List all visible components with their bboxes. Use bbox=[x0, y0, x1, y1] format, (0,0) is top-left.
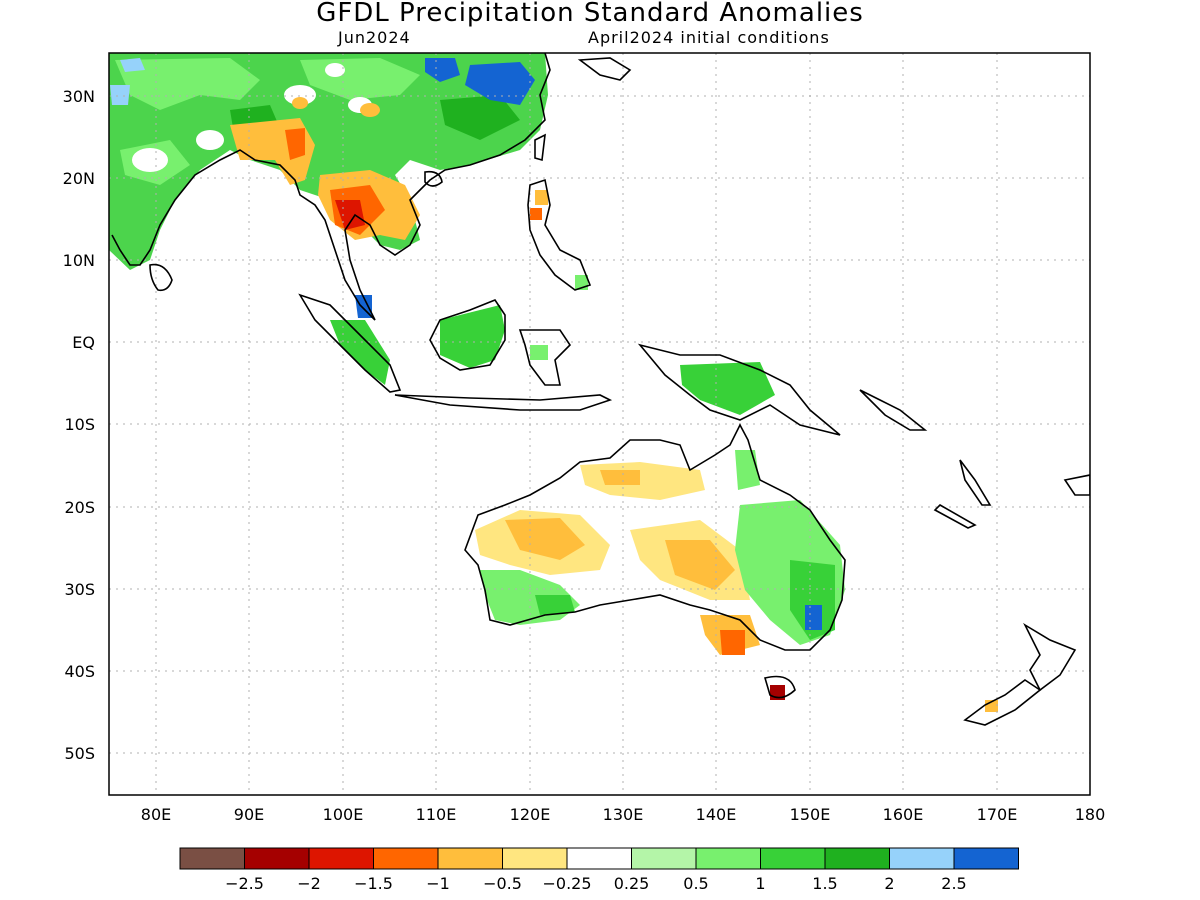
colorbar-label: 2.5 bbox=[941, 874, 966, 893]
colorbar-swatch bbox=[179, 847, 245, 870]
colorbar-swatch bbox=[502, 847, 568, 870]
coast-asia bbox=[111, 53, 551, 321]
field-south-asia bbox=[109, 53, 548, 270]
lat-label: 10S bbox=[64, 415, 95, 434]
graticule bbox=[109, 53, 1090, 795]
colorbar-swatch bbox=[760, 847, 826, 870]
colorbar-swatch bbox=[695, 847, 761, 870]
lon-label: 140E bbox=[696, 805, 737, 824]
coast-new-guinea bbox=[637, 343, 841, 436]
coast-new-zealand-north bbox=[1023, 622, 1077, 692]
lon-label: 90E bbox=[234, 805, 264, 824]
coast-vanuatu bbox=[959, 459, 992, 506]
lat-label: 10N bbox=[63, 251, 95, 270]
lon-label: 130E bbox=[603, 805, 644, 824]
coast-philippines bbox=[527, 178, 592, 291]
colorbar-label: −0.25 bbox=[542, 874, 591, 893]
colorbar-label: −1 bbox=[426, 874, 450, 893]
coast-sri-lanka bbox=[149, 263, 173, 292]
colorbar-swatch bbox=[308, 847, 374, 870]
lon-label: 160E bbox=[883, 805, 924, 824]
coast-australia bbox=[464, 423, 846, 651]
lat-label: 20S bbox=[64, 498, 95, 517]
colorbar-label: −1.5 bbox=[354, 874, 393, 893]
coast-solomons bbox=[859, 389, 928, 431]
coast-hainan bbox=[424, 170, 443, 187]
coast-fiji bbox=[1063, 474, 1090, 496]
lat-label: 20N bbox=[63, 169, 95, 188]
colorbar-swatch bbox=[566, 847, 632, 870]
colorbar-label: −2.5 bbox=[225, 874, 264, 893]
lat-label: 30N bbox=[63, 87, 95, 106]
coast-new-zealand-south bbox=[963, 679, 1042, 726]
lon-label: 120E bbox=[510, 805, 551, 824]
coastlines bbox=[111, 53, 1090, 726]
lon-labels: 80E 90E 100E 110E 120E 130E 140E 150E 16… bbox=[141, 805, 1106, 824]
colorbar-swatch bbox=[953, 847, 1019, 870]
colorbar-label: 0.5 bbox=[683, 874, 708, 893]
lon-label: 110E bbox=[416, 805, 457, 824]
colorbar-swatch bbox=[889, 847, 955, 870]
colorbar-swatch bbox=[631, 847, 697, 870]
lat-labels: 30N 20N 10N EQ 10S 20S 30S 40S 50S bbox=[63, 87, 95, 763]
lon-label: 150E bbox=[790, 805, 831, 824]
lon-label: 180 bbox=[1075, 805, 1106, 824]
colorbar-label: 1.5 bbox=[812, 874, 837, 893]
colorbar-label: −2 bbox=[297, 874, 321, 893]
coast-sumatra bbox=[298, 293, 402, 393]
colorbar-swatch bbox=[824, 847, 890, 870]
lat-label: 50S bbox=[64, 744, 95, 763]
field-borneo bbox=[440, 305, 505, 368]
lat-label: 30S bbox=[64, 580, 95, 599]
coast-japan-islands bbox=[577, 57, 632, 81]
initial-conditions: April2024 initial conditions bbox=[588, 28, 830, 47]
lon-label: 100E bbox=[323, 805, 364, 824]
coast-java bbox=[394, 394, 613, 411]
map-title: GFDL Precipitation Standard Anomalies bbox=[316, 0, 864, 28]
field-sumatra bbox=[330, 320, 390, 385]
lat-label: 40S bbox=[64, 662, 95, 681]
forecast-month: Jun2024 bbox=[338, 28, 411, 47]
colorbar-label: 0.25 bbox=[614, 874, 650, 893]
field-china-blue bbox=[465, 62, 535, 105]
colorbar-label: 1 bbox=[755, 874, 765, 893]
coast-new-caledonia bbox=[933, 504, 977, 529]
colorbar: −2.5 −2 −1.5 −1 −0.5 −0.25 0.25 0.5 1 1.5 2 2.5 bbox=[179, 847, 1019, 893]
lon-label: 80E bbox=[141, 805, 171, 824]
colorbar-swatch bbox=[373, 847, 439, 870]
anomaly-fields bbox=[109, 53, 998, 712]
colorbar-label: −0.5 bbox=[483, 874, 522, 893]
lat-label: EQ bbox=[72, 333, 95, 352]
field-south-asia-light bbox=[115, 58, 260, 110]
coast-borneo bbox=[429, 299, 506, 371]
field-new-guinea bbox=[680, 362, 775, 415]
coast-sulawesi bbox=[518, 329, 572, 386]
coast-taiwan bbox=[534, 133, 546, 162]
colorbar-swatch bbox=[437, 847, 503, 870]
map-frame bbox=[108, 52, 1091, 796]
lon-label: 170E bbox=[977, 805, 1018, 824]
colorbar-label: 2 bbox=[884, 874, 894, 893]
colorbar-swatch bbox=[244, 847, 310, 870]
coast-tasmania bbox=[763, 675, 796, 699]
